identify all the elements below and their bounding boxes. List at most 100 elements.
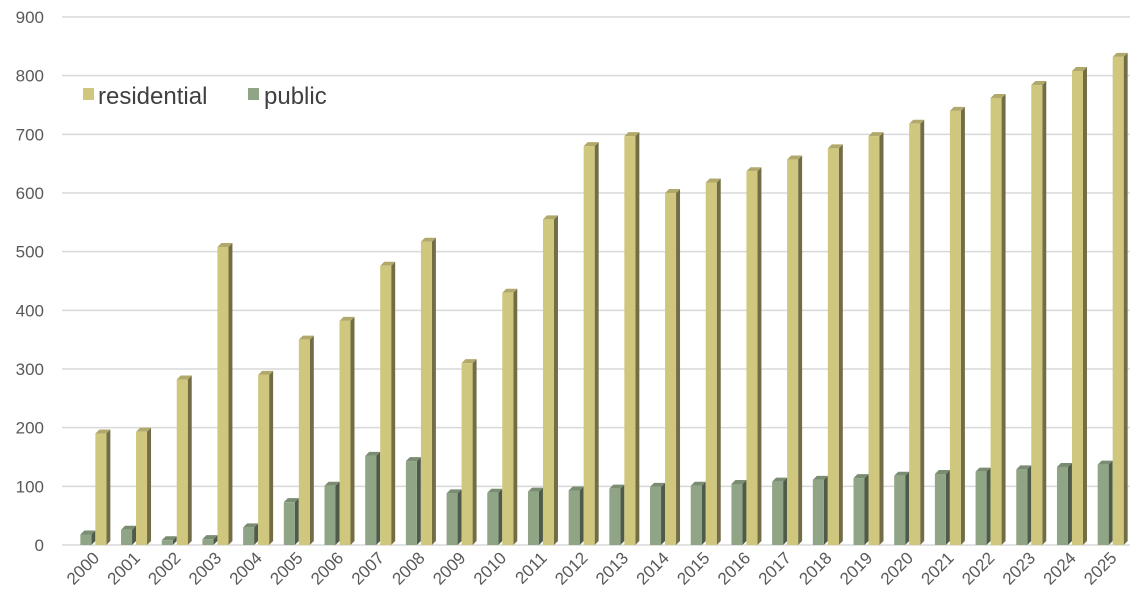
bar-top (161, 536, 177, 541)
bar-side (106, 429, 111, 545)
bar-residential-2017 (787, 155, 803, 545)
bar-public-2015 (690, 481, 706, 545)
bar-front (339, 320, 351, 545)
x-tick-label: 2017 (755, 548, 795, 588)
bar-front (609, 488, 621, 545)
x-tick-label: 2011 (512, 548, 551, 587)
bar-residential-2016 (746, 167, 762, 545)
bar-front (731, 483, 743, 545)
bar-front (650, 486, 662, 545)
x-tick-label: 2018 (795, 548, 835, 588)
bar-side (1082, 66, 1087, 546)
x-tick-label: 2005 (266, 548, 306, 588)
bar-front (827, 148, 839, 545)
bar-front (80, 534, 92, 545)
bar-front (812, 479, 824, 545)
bar-public-2024 (1056, 462, 1072, 545)
bar-side (1042, 81, 1047, 545)
bar-front (461, 363, 473, 545)
bar-top (1097, 460, 1113, 465)
x-axis: 2000 2001 2002 2003 2004 2005 2006 2007 2008 2009… (63, 548, 1120, 588)
x-tick-label: 2004 (226, 548, 266, 588)
bar-public-2003 (202, 535, 218, 545)
bar-top (243, 523, 259, 528)
x-tick-label: 2000 (63, 548, 103, 588)
bar-side (416, 457, 421, 545)
bar-residential-2009 (461, 359, 477, 545)
bar-front (243, 527, 255, 545)
bar-top (461, 359, 477, 364)
bar-side (986, 467, 991, 545)
x-tick-label: 2002 (144, 548, 184, 588)
x-tick-label: 2022 (958, 548, 998, 588)
bar-front (583, 146, 595, 546)
x-tick-label: 2010 (470, 548, 510, 588)
bar-front (324, 485, 336, 545)
bar-front (909, 123, 921, 546)
bar-top (80, 530, 96, 535)
bar-side (676, 189, 681, 545)
bar-side (620, 484, 625, 545)
bar-top (827, 144, 843, 149)
bar-top (949, 106, 965, 111)
bar-front (568, 490, 580, 545)
bar-front (217, 246, 229, 545)
bar-residential-2020 (909, 119, 925, 546)
bar-side (1123, 52, 1128, 545)
bar-public-2012 (568, 486, 584, 545)
bar-top (95, 429, 111, 434)
bar-side (635, 132, 640, 546)
bar-side (553, 215, 558, 545)
bar-top (731, 479, 747, 484)
bar-side (147, 427, 152, 545)
bar-top (502, 288, 518, 293)
y-axis: 0 100 200 300 400 500 600 700 800 900 (16, 8, 44, 555)
bar-front (746, 171, 758, 545)
bar-front (121, 529, 133, 545)
bar-side (350, 316, 355, 545)
bar-front (868, 136, 880, 546)
bar-public-2019 (853, 474, 869, 545)
bar-top (217, 242, 233, 247)
bar-front (405, 461, 417, 545)
bar-top (405, 457, 421, 462)
bar-front (1071, 70, 1083, 546)
bar-residential-2010 (502, 288, 518, 545)
bar-residential-2013 (624, 132, 640, 546)
bars (80, 52, 1128, 546)
bar-side (376, 451, 381, 545)
x-tick-label: 2009 (429, 548, 469, 588)
bar-top (487, 488, 503, 493)
bar-public-2000 (80, 530, 96, 545)
bar-front (1031, 85, 1043, 545)
bar-residential-2006 (339, 316, 355, 545)
bar-front (161, 540, 173, 545)
bar-side (823, 475, 828, 545)
bar-residential-2005 (298, 335, 314, 545)
bar-public-2025 (1097, 460, 1113, 545)
legend-label-residential: residential (98, 83, 207, 110)
bar-front (298, 339, 310, 545)
bar-side (579, 486, 584, 545)
bar-public-2017 (772, 477, 788, 545)
x-tick-label: 2015 (673, 548, 713, 588)
bar-public-2007 (365, 451, 381, 545)
bar-top (527, 487, 543, 492)
bar-top (283, 498, 299, 503)
bar-residential-2022 (990, 93, 1006, 546)
bar-top (894, 471, 910, 476)
bar-residential-2004 (258, 370, 274, 545)
bar-top (380, 261, 396, 266)
bar-top (324, 481, 340, 486)
bar-top (787, 155, 803, 160)
bar-side (864, 474, 869, 545)
bar-top (812, 475, 828, 480)
bar-public-2016 (731, 479, 747, 545)
y-tick-label: 600 (16, 184, 44, 203)
bar-front (446, 493, 458, 545)
bar-front (787, 159, 799, 545)
bar-front (136, 431, 148, 545)
x-tick-label: 2013 (592, 548, 632, 588)
x-tick-label: 2006 (307, 548, 347, 588)
